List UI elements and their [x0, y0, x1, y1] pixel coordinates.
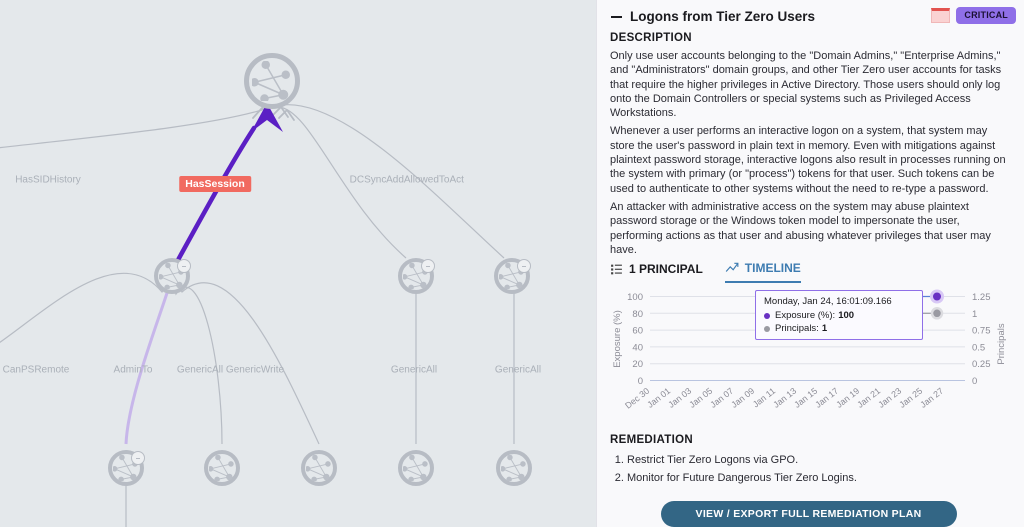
- svg-text:20: 20: [632, 359, 643, 370]
- svg-text:Jan 01: Jan 01: [645, 386, 672, 410]
- svg-text:0.75: 0.75: [972, 326, 991, 337]
- svg-text:1.25: 1.25: [972, 292, 991, 303]
- svg-text:Jan 05: Jan 05: [687, 386, 714, 410]
- svg-text:Jan 07: Jan 07: [708, 386, 735, 410]
- svg-text:Jan 27: Jan 27: [918, 386, 945, 410]
- svg-text:0.25: 0.25: [972, 359, 991, 370]
- svg-text:100: 100: [627, 292, 643, 303]
- svg-text:Jan 19: Jan 19: [834, 386, 861, 410]
- svg-text:Jan 03: Jan 03: [666, 386, 693, 410]
- svg-text:Dec 30: Dec 30: [623, 386, 651, 411]
- svg-text:Jan 13: Jan 13: [771, 386, 798, 410]
- svg-text:40: 40: [632, 343, 643, 354]
- svg-text:Principals: Principals: [996, 323, 1007, 364]
- svg-text:80: 80: [632, 309, 643, 320]
- svg-text:0.5: 0.5: [972, 343, 985, 354]
- svg-text:Jan 21: Jan 21: [855, 386, 882, 410]
- svg-text:0: 0: [972, 376, 977, 387]
- svg-text:60: 60: [632, 326, 643, 337]
- svg-text:Jan 09: Jan 09: [729, 386, 756, 410]
- svg-text:Jan 23: Jan 23: [876, 386, 903, 410]
- svg-text:Jan 17: Jan 17: [813, 386, 840, 410]
- svg-text:1: 1: [972, 309, 977, 320]
- svg-text:Jan 25: Jan 25: [897, 386, 924, 410]
- svg-text:Exposure (%): Exposure (%): [612, 310, 623, 368]
- svg-text:Jan 15: Jan 15: [792, 386, 819, 410]
- svg-text:0: 0: [638, 376, 643, 387]
